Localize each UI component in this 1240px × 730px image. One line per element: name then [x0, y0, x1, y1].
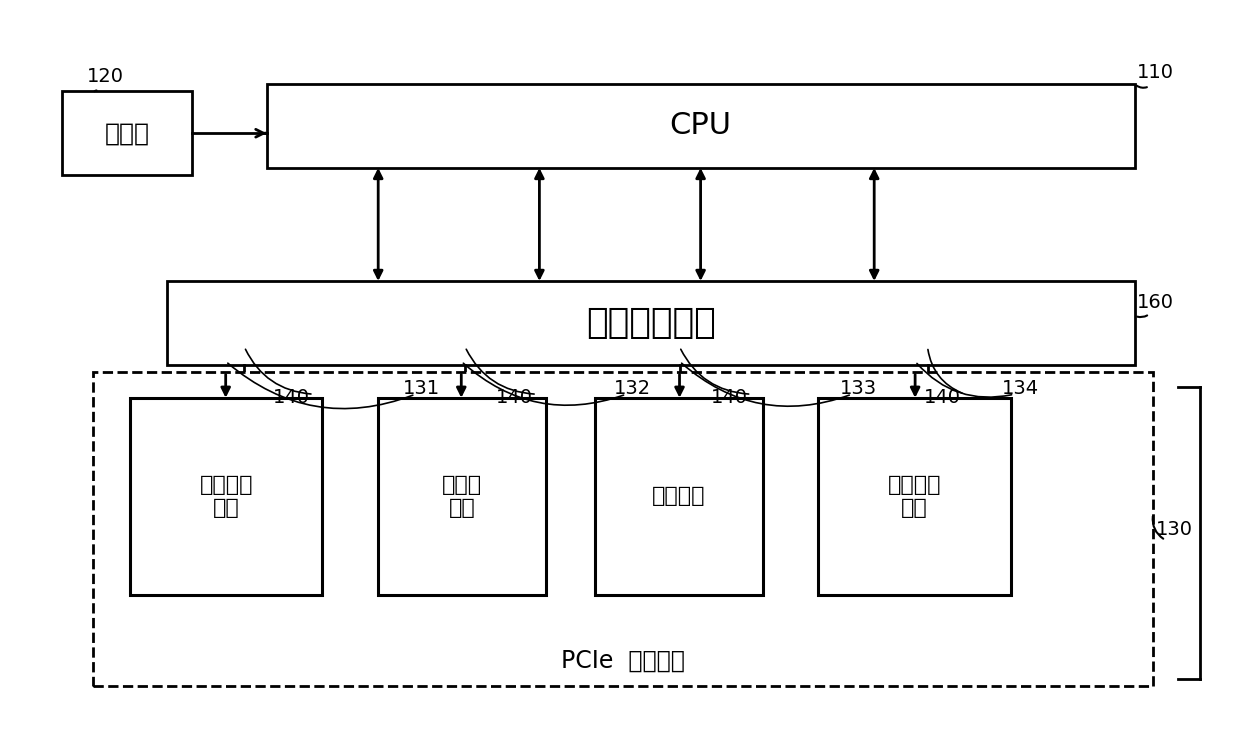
- Text: 140: 140: [273, 388, 310, 407]
- Text: 图形处理
单元: 图形处理 单元: [200, 474, 253, 518]
- Text: 140: 140: [496, 388, 533, 407]
- FancyBboxPatch shape: [62, 91, 192, 175]
- Text: 160: 160: [1137, 293, 1174, 312]
- Text: 140: 140: [924, 388, 961, 407]
- FancyBboxPatch shape: [595, 398, 763, 595]
- FancyBboxPatch shape: [818, 398, 1011, 595]
- Text: 存储器: 存储器: [104, 121, 150, 145]
- Text: CPU: CPU: [670, 112, 732, 140]
- Text: 140: 140: [711, 388, 748, 407]
- Text: 130: 130: [1156, 520, 1193, 539]
- FancyBboxPatch shape: [130, 398, 322, 595]
- FancyBboxPatch shape: [167, 281, 1135, 365]
- Text: 133: 133: [839, 379, 877, 398]
- Text: 模拟响应模块: 模拟响应模块: [587, 306, 715, 340]
- Text: 132: 132: [614, 379, 651, 398]
- Text: 120: 120: [87, 67, 124, 86]
- Text: 视频加速
部件: 视频加速 部件: [888, 474, 941, 518]
- FancyBboxPatch shape: [93, 372, 1153, 686]
- Text: 134: 134: [1002, 379, 1039, 398]
- Text: PCIe  端点设备: PCIe 端点设备: [562, 649, 684, 672]
- Text: 网络适
配器: 网络适 配器: [441, 474, 482, 518]
- FancyBboxPatch shape: [267, 84, 1135, 168]
- Text: 110: 110: [1137, 64, 1174, 82]
- Text: 固态硬盘: 固态硬盘: [652, 486, 706, 507]
- Text: 131: 131: [403, 379, 440, 398]
- FancyBboxPatch shape: [378, 398, 546, 595]
